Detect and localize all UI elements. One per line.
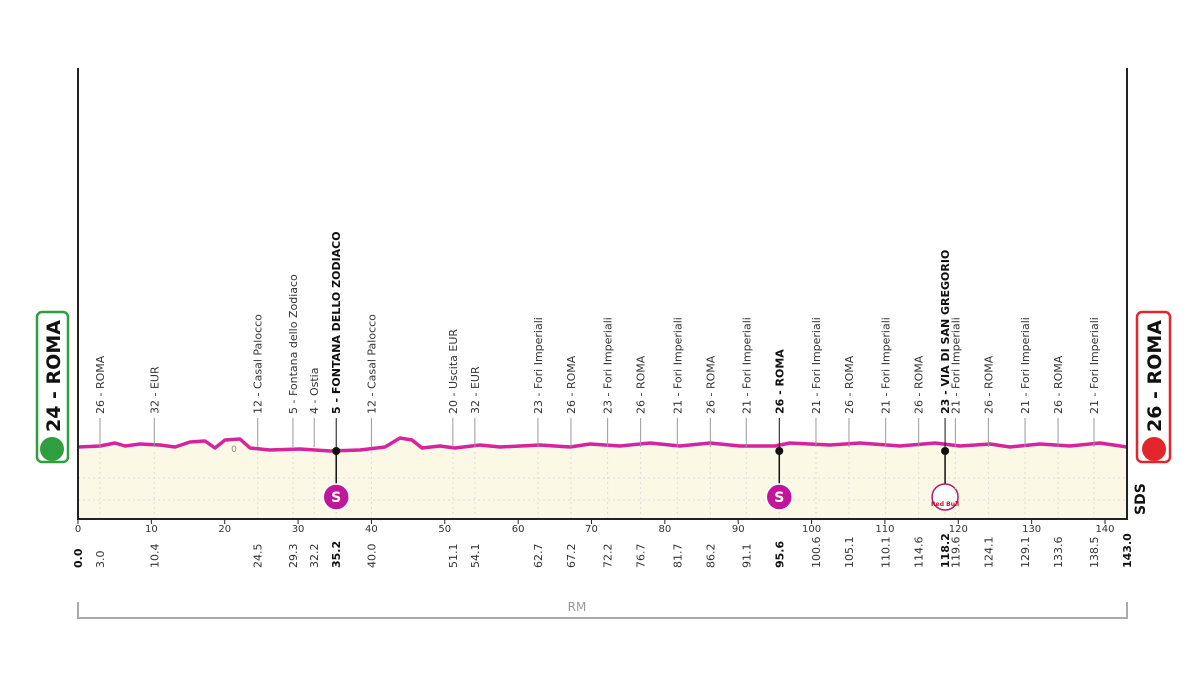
km-label: 0.0 xyxy=(72,548,85,568)
profile-line xyxy=(77,436,1128,453)
km-label: 81.7 xyxy=(671,544,684,569)
x-tick-label: 10 xyxy=(145,524,158,535)
km-label: 62.7 xyxy=(532,544,545,569)
x-tick-label: 20 xyxy=(218,524,231,535)
x-tick-label: 30 xyxy=(292,524,305,535)
marker-dot xyxy=(775,447,784,455)
km-label: 51.1 xyxy=(447,544,460,569)
waypoint-label: 26 - ROMA xyxy=(982,355,995,414)
waypoint-label: 26 - ROMA xyxy=(635,355,648,414)
x-tick-label: 0 xyxy=(75,524,81,535)
x-tick-label: 110 xyxy=(875,524,894,535)
waypoint-label: 26 - ROMA xyxy=(1052,355,1065,414)
km-label: 95.6 xyxy=(773,541,786,568)
km-label: 76.7 xyxy=(635,544,648,569)
x-tick-label: 80 xyxy=(658,524,671,535)
waypoint-label: 26 - ROMA xyxy=(94,355,107,414)
sprint-badge xyxy=(765,483,794,511)
km-label: 114.6 xyxy=(913,537,926,569)
km-label: 40.0 xyxy=(365,544,378,569)
km-label: 3.0 xyxy=(94,551,107,569)
start-frame xyxy=(35,310,70,464)
waypoint-label: 4 - Ostia xyxy=(308,368,321,414)
km-label: 143.0 xyxy=(1121,533,1134,568)
waypoint-label: 21 - Fori Imperiali xyxy=(1088,317,1101,414)
km-label: 100.6 xyxy=(810,537,823,569)
baseline-label: 0 xyxy=(231,445,237,455)
sprint-letter: S xyxy=(331,490,341,506)
x-tick-label: 130 xyxy=(1022,524,1041,535)
x-tick-label: 60 xyxy=(512,524,525,535)
sponsor-text: Red Bull xyxy=(931,501,959,508)
waypoint-label: 26 - ROMA xyxy=(913,355,926,414)
x-tick-label: 40 xyxy=(365,524,378,535)
sponsor-badge xyxy=(931,483,959,511)
region-bracket xyxy=(77,602,1128,619)
waypoint-label: 26 - ROMA xyxy=(704,355,717,414)
km-label: 35.2 xyxy=(330,541,343,568)
km-label: 105.1 xyxy=(843,537,856,569)
start-box: 24 - ROMA xyxy=(35,310,70,464)
waypoint-label: 23 - VIA DI SAN GREGORIO xyxy=(939,250,952,414)
waypoint-label: 26 - ROMA xyxy=(773,349,786,414)
km-label: 86.2 xyxy=(704,544,717,569)
km-label: 133.6 xyxy=(1052,537,1065,569)
waypoint-label: 20 - Uscita EUR xyxy=(447,329,460,414)
waypoint-label: 23 - Fori Imperiali xyxy=(602,317,615,414)
marker-dot xyxy=(332,447,341,455)
waypoint-label: 21 - Fori Imperiali xyxy=(949,317,962,414)
x-tick-label: 70 xyxy=(585,524,598,535)
km-label: 110.1 xyxy=(880,537,893,569)
x-tick-label: 100 xyxy=(802,524,821,535)
finish-icon xyxy=(1142,437,1166,461)
waypoint-label: 21 - Fori Imperiali xyxy=(671,317,684,414)
waypoint-label: 32 - EUR xyxy=(148,366,161,414)
sprint-letter: S xyxy=(774,490,784,506)
start-icon xyxy=(40,437,64,461)
x-tick-label: 50 xyxy=(438,524,451,535)
waypoint-label: 5 - Fontana dello Zodiaco xyxy=(287,274,300,414)
waypoint-label: 21 - Fori Imperiali xyxy=(740,317,753,414)
x-tick-label: 140 xyxy=(1095,524,1114,535)
waypoint-label: 21 - Fori Imperiali xyxy=(810,317,823,414)
marker-dot xyxy=(941,447,950,455)
waypoint-label: 12 - Casal Palocco xyxy=(365,314,378,414)
side-label: SDS xyxy=(1133,483,1149,515)
km-label: 119.6 xyxy=(949,537,962,569)
km-label: 138.5 xyxy=(1088,537,1101,569)
finish-label: 26 - ROMA xyxy=(1144,320,1166,432)
x-tick-label: 120 xyxy=(949,524,968,535)
x-tick-label: 90 xyxy=(732,524,745,535)
km-label: 10.4 xyxy=(148,544,161,569)
km-label: 91.1 xyxy=(740,544,753,569)
region-label: RM xyxy=(568,600,587,614)
start-label: 24 - ROMA xyxy=(43,320,65,432)
waypoint-label: 23 - Fori Imperiali xyxy=(532,317,545,414)
km-label: 72.2 xyxy=(602,544,615,569)
waypoint-label: 26 - ROMA xyxy=(843,355,856,414)
sprint-badge xyxy=(322,483,350,511)
km-label: 32.2 xyxy=(308,544,321,569)
finish-frame xyxy=(1135,310,1172,464)
waypoint-label: 12 - Casal Palocco xyxy=(252,314,265,414)
km-label: 124.1 xyxy=(982,537,995,569)
waypoint-label: 26 - ROMA xyxy=(565,355,578,414)
waypoint-label: 21 - Fori Imperiali xyxy=(1019,317,1032,414)
waypoint-label: 21 - Fori Imperiali xyxy=(880,317,893,414)
km-label: 129.1 xyxy=(1019,537,1032,569)
km-label: 24.5 xyxy=(252,544,265,569)
km-label: 67.2 xyxy=(565,544,578,569)
waypoint-label: 5 - FONTANA DELLO ZODIACO xyxy=(330,231,343,414)
finish-box: 26 - ROMA xyxy=(1135,310,1172,464)
km-label: 118.2 xyxy=(939,533,952,568)
waypoint-label: 32 - EUR xyxy=(469,366,482,414)
km-label: 29.3 xyxy=(287,544,300,569)
km-label: 54.1 xyxy=(469,544,482,569)
